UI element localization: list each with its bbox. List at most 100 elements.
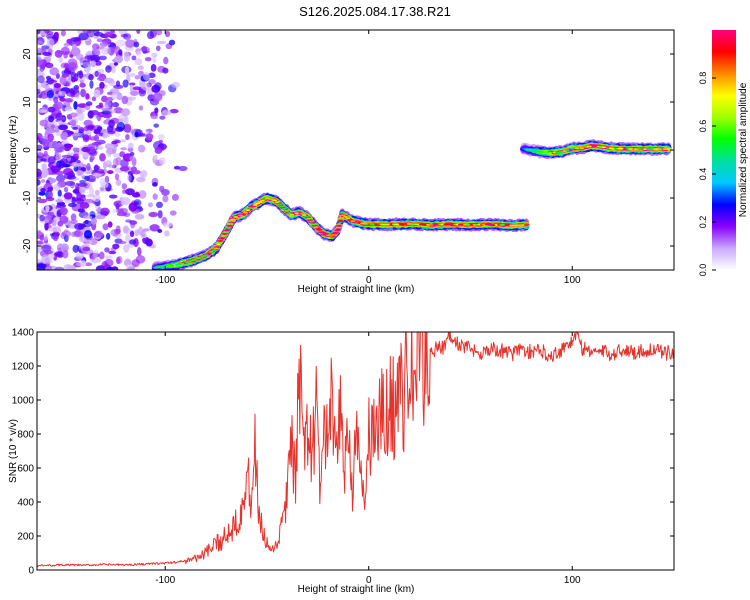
heatmap-cell [76,170,84,177]
heatmap-cell [98,55,107,61]
y-tick-label: -10 [22,190,33,205]
heatmap-cell [47,253,55,260]
heatmap-cell [127,266,136,270]
heatmap-cell [104,32,113,37]
heatmap-cell [58,124,69,131]
heatmap-cell [81,61,92,68]
y-tick-label: -20 [22,238,33,253]
heatmap-cell [40,179,46,183]
heatmap-cell [79,186,86,194]
heatmap-cell [579,147,585,149]
heatmap-cell [131,192,141,198]
heatmap-cell [157,210,163,219]
heatmap-cell [134,75,141,80]
heatmap-cell [156,201,163,209]
y-tick-label: 800 [17,430,34,441]
heatmap-cell [82,215,93,220]
heatmap-cell [78,70,84,79]
heatmap-cell [67,61,78,71]
colorbar-tick-label: 0.8 [698,72,708,85]
heatmap-cell [159,185,165,193]
heatmap-cell [257,201,263,203]
heatmap-cell [48,115,55,123]
heatmap-cell [120,200,126,206]
heatmap-cell [41,254,50,264]
heatmap-cell [107,170,114,175]
heatmap-cell [112,243,120,250]
heatmap-cell [72,146,79,153]
heatmap-cell [120,139,127,143]
heatmap-cell [52,233,59,242]
x-tick-label: 0 [366,575,372,586]
spectrogram-y-ticks: -20 -10 0 10 20 [22,48,674,253]
heatmap-cell [85,93,90,100]
heatmap-cell [128,239,137,245]
heatmap-ridge-layer [151,139,673,270]
heatmap-cell [125,188,135,196]
heatmap-cell [61,74,69,78]
heatmap-cell [131,170,141,175]
heatmap-cell [233,215,239,218]
heatmap-cell [75,252,84,260]
heatmap-cell [108,194,118,199]
heatmap-cell [465,223,471,226]
heatmap-cell [618,147,624,150]
heatmap-cell [60,243,69,253]
heatmap-cell [129,155,136,162]
heatmap-cell [90,60,97,68]
heatmap-cell [66,77,71,87]
heatmap-cell [105,232,111,240]
heatmap-cell [41,45,50,50]
heatmap-cell [69,53,74,58]
heatmap-cell [44,30,50,34]
heatmap-cell [399,223,405,226]
heatmap-cell [169,210,177,216]
heatmap-cell [158,157,166,165]
heatmap-cell [69,112,79,118]
spectrogram-x-ticks: -100 0 100 [155,30,581,286]
heatmap-cell [54,251,63,257]
heatmap-cell [53,96,59,104]
heatmap-cell [484,223,490,226]
heatmap-cell [129,84,134,93]
heatmap-cell [70,119,77,127]
heatmap-cell [153,82,162,91]
heatmap-cell [138,105,144,111]
heatmap-cell [106,164,115,168]
heatmap-cell [104,175,110,184]
heatmap-cell [78,32,89,41]
heatmap-cell [44,250,53,255]
heatmap-cell [252,204,258,206]
heatmap-cell [57,90,67,97]
heatmap-cell [448,223,453,226]
heatmap-cell [225,227,231,229]
heatmap-cell [335,224,343,227]
heatmap-cell [564,149,570,152]
heatmap-cell [119,166,130,172]
heatmap-cell [63,143,74,149]
heatmap-cell [154,147,163,154]
heatmap-cell [148,79,156,85]
heatmap-cell [123,259,132,267]
heatmap-cell [279,205,285,208]
snr-frame [36,331,675,571]
heatmap-cell [63,192,73,200]
heatmap-cell [53,145,60,152]
heatmap-cell [308,220,314,223]
heatmap-cell [115,179,122,186]
heatmap-cell [47,133,54,143]
heatmap-cell [37,245,42,254]
heatmap-cell [123,244,130,253]
heatmap-cell [94,230,103,238]
heatmap-cell [601,146,607,149]
heatmap-cell [99,41,109,48]
heatmap-cell [226,224,234,227]
heatmap-cell [64,98,74,103]
heatmap-cell [37,229,42,236]
heatmap-cell [443,223,449,226]
heatmap-cell [138,70,145,77]
heatmap-cell [574,147,580,150]
heatmap-cell [46,78,55,85]
heatmap-cell [114,132,121,137]
